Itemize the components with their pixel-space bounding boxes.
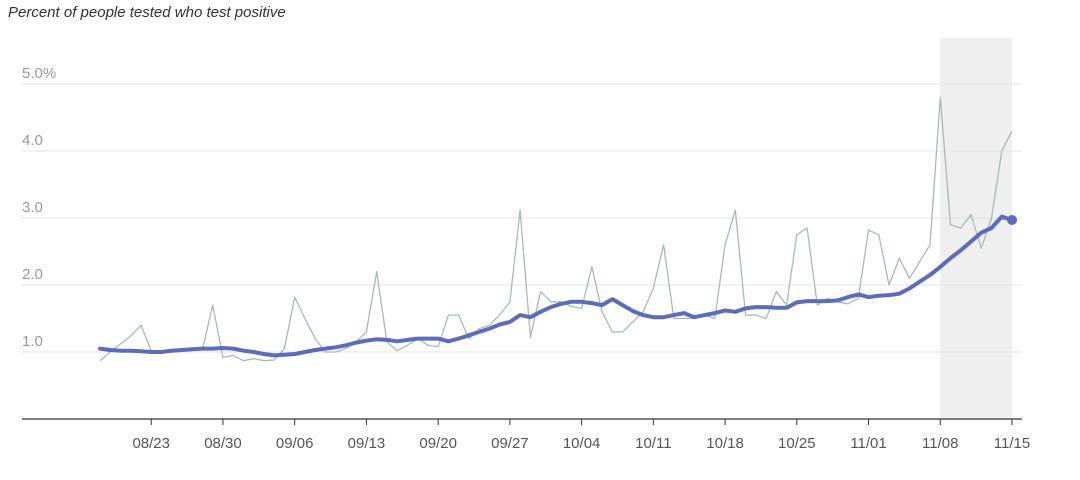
x-tick-label: 09/20 <box>419 435 457 452</box>
average-end-point <box>1007 215 1017 226</box>
y-tick-label: 3.0 <box>22 199 43 216</box>
x-tick-label: 08/23 <box>132 435 170 452</box>
x-tick-label: 09/06 <box>276 435 314 452</box>
x-tick-label: 11/15 <box>994 435 1030 452</box>
x-tick-label: 10/11 <box>635 435 671 452</box>
y-tick-label: 4.0 <box>22 132 43 149</box>
x-tick-label: 10/18 <box>706 435 744 452</box>
y-tick-label: 1.0 <box>22 333 43 350</box>
y-tick-label: 5.0% <box>22 65 56 82</box>
x-tick-label: 11/08 <box>922 435 958 452</box>
x-tick-label: 10/04 <box>563 435 601 452</box>
x-tick-label: 09/13 <box>348 435 386 452</box>
highlight-band <box>940 38 1012 419</box>
x-tick-label: 08/30 <box>204 435 242 452</box>
average-line <box>98 214 1014 358</box>
chart-title: Percent of people tested who test positi… <box>8 4 286 21</box>
x-tick-label: 11/01 <box>850 435 886 452</box>
x-tick-label: 09/27 <box>491 435 529 452</box>
y-tick-label: 2.0 <box>22 266 43 283</box>
x-tick-label: 10/25 <box>778 435 816 452</box>
daily-line <box>99 96 1013 362</box>
